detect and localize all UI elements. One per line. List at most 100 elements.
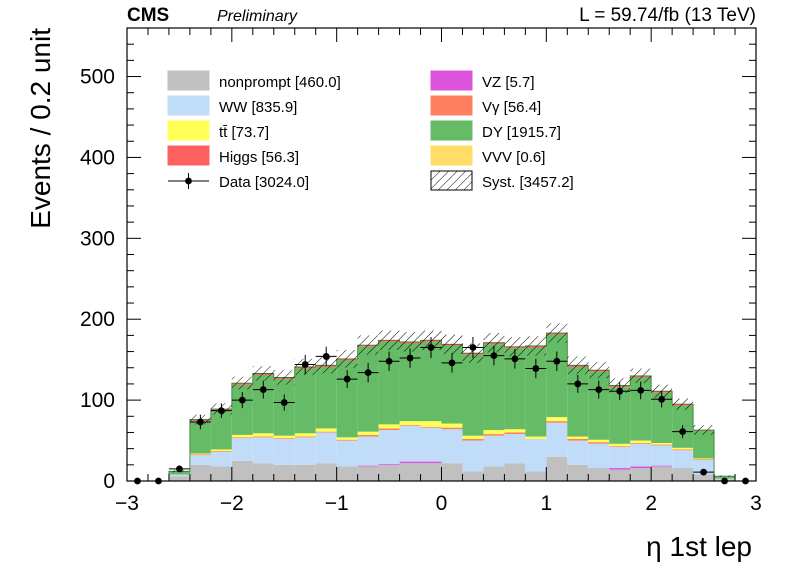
y-axis-title: Events / 0.2 unit (25, 28, 56, 229)
bar-nonprompt-24 (630, 468, 652, 481)
y-tick-label: 300 (80, 227, 115, 250)
legend-swatch (167, 95, 210, 116)
bar-tt-7 (273, 435, 295, 439)
bar-nonprompt-21 (567, 464, 589, 481)
bar-tt-6 (252, 433, 274, 437)
y-axis: 0 100 200 300 400 500 (80, 27, 756, 493)
bar-tt-5 (231, 434, 253, 438)
bar-ww-25 (651, 445, 673, 466)
bar-vz-25 (651, 465, 673, 467)
legend-entry-vz: VZ [5.7] (430, 70, 535, 91)
bar-tt-25 (651, 442, 673, 445)
bar-ww-21 (567, 440, 589, 465)
bar-vg-22 (588, 442, 610, 444)
bar-vg-14 (420, 426, 442, 428)
bar-nonprompt-11 (357, 466, 379, 481)
bar-vz-24 (630, 466, 652, 469)
bar-vg-3 (189, 454, 211, 456)
cms-label: CMS (127, 5, 169, 26)
bar-vz-11 (357, 465, 379, 467)
bar-vg-20 (546, 421, 568, 423)
lumi-label: L = 59.74/fb (13 TeV) (579, 5, 756, 26)
bar-nonprompt-26 (672, 468, 694, 481)
legend-label: Syst. [3457.2] (482, 174, 574, 191)
bar-tt-18 (504, 429, 526, 433)
bar-ww-23 (609, 447, 631, 469)
data-point-14 (427, 344, 435, 351)
x-axis-title: η 1st lep (646, 531, 752, 562)
bar-dy-14 (420, 341, 442, 422)
data-point-8 (301, 361, 309, 368)
bar-vg-5 (231, 437, 253, 439)
bar-ww-6 (252, 437, 274, 464)
bar-dy-5 (231, 384, 253, 435)
x-axis: −3 −2 −1 0 1 2 3 (115, 28, 762, 515)
bar-nonprompt-5 (231, 460, 253, 481)
bar-ww-26 (672, 450, 694, 469)
bar-nonprompt-16 (462, 471, 484, 481)
data-point-17 (490, 352, 498, 360)
bar-vg-7 (273, 438, 295, 439)
bar-ww-17 (483, 435, 505, 467)
syst-bin-12 (378, 330, 400, 350)
bar-nonprompt-12 (378, 464, 400, 481)
bar-vg-6 (252, 436, 274, 438)
bar-tt-23 (609, 443, 631, 447)
bar-nonprompt-25 (651, 466, 673, 481)
data-point-2 (176, 465, 183, 473)
bar-nonprompt-6 (252, 463, 274, 481)
bar-tt-20 (546, 417, 568, 422)
bar-dy-24 (630, 377, 652, 441)
legend-entry-syst: Syst. [3457.2] (430, 170, 574, 191)
bar-ww-13 (399, 425, 421, 462)
bar-tt-3 (189, 453, 211, 455)
legend-swatch (430, 145, 473, 166)
syst-bin-24 (630, 368, 652, 384)
x-tick-label: −3 (115, 492, 139, 515)
legend-entry-tt: tt̄ [73.7] (167, 120, 269, 141)
bar-vg-17 (483, 434, 505, 436)
y-tick-label: 500 (80, 66, 115, 89)
bar-vz-23 (609, 468, 631, 470)
bar-tt-17 (483, 430, 505, 435)
data-point-9 (322, 353, 330, 360)
bar-ww-20 (546, 422, 568, 457)
x-tick-label: −2 (220, 492, 244, 515)
bar-ww-3 (189, 455, 211, 465)
preliminary-label: Preliminary (217, 8, 298, 25)
bar-ww-10 (336, 440, 358, 467)
syst-bin-13 (399, 332, 421, 352)
bar-ww-18 (504, 434, 526, 464)
syst-bin-5 (231, 376, 253, 390)
data-point-20 (553, 357, 561, 365)
data-point-19 (532, 365, 540, 372)
bar-vg-21 (567, 438, 589, 441)
bar-nonprompt-27 (693, 474, 715, 481)
data-point-18 (511, 355, 519, 363)
legend-swatch (167, 120, 210, 141)
legend-swatch (430, 120, 473, 141)
bar-dy-27 (693, 430, 715, 459)
bar-tt-22 (588, 439, 610, 443)
bar-vg-11 (357, 434, 379, 437)
bar-vz-13 (399, 461, 421, 464)
legend-entry-dy: DY [1915.7] (430, 120, 561, 141)
bar-nonprompt-9 (315, 463, 337, 481)
syst-bin-18 (504, 337, 526, 357)
bar-vg-15 (441, 427, 463, 430)
legend-label: Vγ [56.4] (482, 99, 541, 116)
bar-vg-23 (609, 446, 631, 448)
legend-swatch (167, 70, 210, 91)
stacked-histogram (127, 332, 756, 481)
bar-vg-9 (315, 431, 337, 433)
bar-nonprompt-15 (441, 463, 463, 481)
bar-dy-11 (357, 346, 379, 432)
bar-vg-18 (504, 432, 526, 435)
legend-swatch (167, 145, 210, 166)
bar-dy-20 (546, 334, 568, 418)
bar-nonprompt-10 (336, 466, 358, 481)
bar-ww-5 (231, 438, 253, 461)
bar-dy-10 (336, 360, 358, 438)
bar-nonprompt-7 (273, 464, 295, 481)
